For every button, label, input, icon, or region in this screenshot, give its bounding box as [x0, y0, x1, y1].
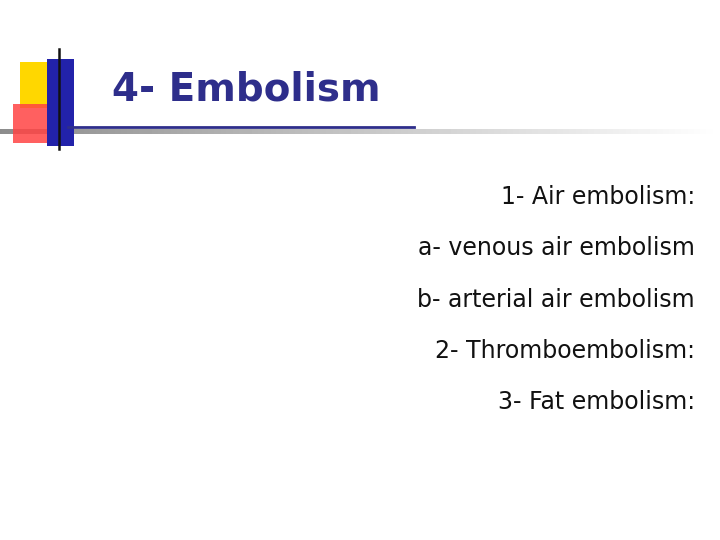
Bar	[20, 62, 58, 108]
Text: a- venous air embolism: a- venous air embolism	[418, 237, 695, 260]
Bar	[47, 59, 74, 146]
Bar	[13, 104, 58, 143]
Text: 2- Thromboembolism:: 2- Thromboembolism:	[435, 339, 695, 363]
Text: 1- Air embolism:: 1- Air embolism:	[500, 185, 695, 209]
Text: b- arterial air embolism: b- arterial air embolism	[417, 288, 695, 312]
Text: 3- Fat embolism:: 3- Fat embolism:	[498, 390, 695, 414]
Text: 4- Embolism: 4- Embolism	[112, 70, 380, 108]
